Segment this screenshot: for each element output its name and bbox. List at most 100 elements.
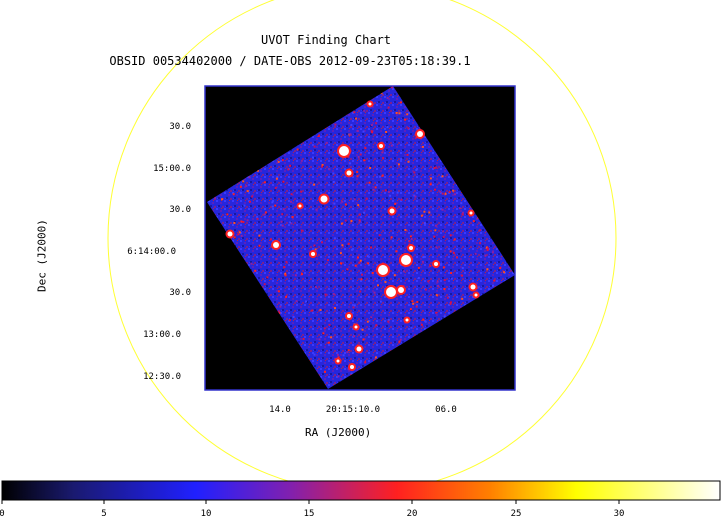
noise-speckle [251,195,254,198]
noise-speckle [354,264,357,267]
noise-speckle [369,167,372,169]
noise-speckle [364,147,367,150]
noise-speckle [437,284,439,287]
noise-speckle [324,293,327,296]
noise-speckle [281,224,284,227]
noise-speckle [394,202,397,205]
noise-speckle [375,122,378,125]
noise-speckle [295,300,298,303]
noise-speckle [381,174,384,177]
noise-speckle [386,96,389,99]
x-axis-label: RA (J2000) [305,426,372,439]
noise-speckle [417,277,420,279]
noise-speckle [441,175,444,178]
noise-speckle [421,260,424,263]
noise-speckle [461,297,464,300]
noise-speckle [446,296,449,299]
image-frame [204,85,516,391]
noise-speckle [237,233,240,236]
noise-speckle [300,190,303,193]
noise-speckle [434,229,437,232]
noise-speckle [400,158,403,161]
noise-speckle [242,180,245,183]
noise-speckle [233,222,236,224]
colorbar-tick-label: 30 [613,509,625,519]
noise-speckle [435,311,438,314]
noise-speckle [256,169,259,172]
star [386,287,396,297]
noise-speckle [407,127,410,130]
noise-speckle [485,246,488,249]
noise-speckle [362,338,365,341]
star [409,246,413,250]
star [368,102,372,106]
noise-speckle [423,222,426,225]
noise-speckle [385,131,388,133]
star [469,211,473,215]
noise-speckle [353,335,356,338]
noise-speckle [450,272,453,274]
noise-speckle [414,195,417,198]
star [417,131,423,137]
colorbar-tick-label: 25 [510,509,522,519]
noise-speckle [422,318,425,321]
noise-speckle [246,190,249,193]
noise-speckle [289,164,292,167]
noise-speckle [356,171,359,173]
noise-speckle [433,167,436,170]
noise-speckle [284,273,287,275]
noise-speckle [283,266,286,269]
star [273,242,279,248]
noise-speckle [349,162,352,165]
noise-speckle [363,109,366,112]
noise-speckle [443,288,446,290]
noise-speckle [321,164,324,166]
noise-speckle [277,290,280,293]
noise-speckle [340,222,343,225]
dec-tick-label: 30.0 [169,288,191,298]
noise-speckle [367,262,370,265]
noise-speckle [214,196,217,199]
noise-speckle [321,165,324,168]
noise-speckle [442,266,445,269]
noise-speckle [390,144,393,147]
noise-speckle [434,224,437,227]
noise-speckle [410,326,413,329]
noise-speckle [263,181,266,184]
noise-speckle [424,288,427,291]
noise-speckle [347,243,350,245]
noise-speckle [444,192,447,195]
noise-speckle [415,169,418,171]
noise-speckle [271,205,274,208]
noise-speckle [280,220,283,223]
noise-speckle [378,234,381,237]
noise-speckle [276,176,279,178]
noise-speckle [346,351,349,354]
noise-speckle [391,86,394,89]
noise-speckle [368,320,371,322]
noise-speckle [408,240,411,243]
noise-speckle [332,172,335,175]
colorbar-tick-label: 10 [200,509,212,519]
y-axis-label: Dec (J2000) [35,219,49,292]
noise-speckle [435,246,438,249]
noise-speckle [406,113,409,116]
noise-speckle [353,111,356,114]
noise-speckle [323,327,326,330]
noise-speckle [395,250,398,253]
noise-speckle [350,220,353,222]
noise-speckle [313,244,316,247]
noise-speckle [398,112,401,115]
noise-speckle [321,241,323,244]
noise-speckle [294,274,297,277]
noise-speckle [427,280,430,283]
dec-tick-label: 30.0 [169,122,191,132]
noise-speckle [406,153,409,156]
star [311,252,315,256]
noise-speckle [300,159,303,162]
noise-speckle [344,203,347,206]
noise-speckle [364,361,367,364]
noise-speckle [301,273,303,276]
